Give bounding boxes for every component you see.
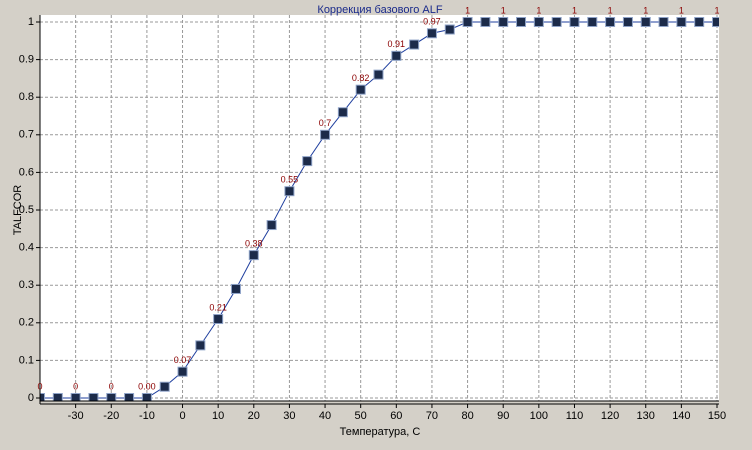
x-tick-label: 70 <box>426 410 438 422</box>
data-point <box>195 340 206 351</box>
x-tick-label: -30 <box>68 410 84 422</box>
value-label: 0.21 <box>209 302 227 312</box>
data-point <box>426 28 437 39</box>
data-point <box>337 107 348 118</box>
y-tick-label: 0.9 <box>19 54 34 66</box>
x-tick-label: 50 <box>355 410 367 422</box>
value-label: 1 <box>501 5 506 15</box>
x-tick-label: 100 <box>530 410 548 422</box>
chart-title: Коррекция базового ALF <box>317 4 442 16</box>
value-label: 1 <box>572 5 577 15</box>
data-point <box>480 17 491 27</box>
data-point <box>712 17 719 27</box>
value-label: 1 <box>714 5 719 15</box>
value-label: 1 <box>643 5 648 15</box>
data-point <box>106 393 117 401</box>
x-axis-label: Температура, C <box>340 426 421 438</box>
value-label: 0 <box>37 381 42 391</box>
data-point <box>462 17 473 27</box>
data-point <box>409 39 420 50</box>
y-tick-label: 0.4 <box>19 242 34 254</box>
data-point <box>320 129 331 140</box>
data-point <box>52 393 63 401</box>
x-tick-label: 20 <box>248 410 260 422</box>
grid <box>36 15 719 408</box>
data-point <box>284 186 295 197</box>
y-tick-label: 0.7 <box>19 129 34 141</box>
x-tick-label: 110 <box>566 410 584 422</box>
data-point <box>516 17 527 27</box>
data-point <box>70 393 81 401</box>
data-point <box>569 17 580 27</box>
data-point <box>141 393 152 401</box>
x-tick-label: 140 <box>672 410 690 422</box>
value-label: 0.7 <box>319 118 332 128</box>
data-point <box>605 17 616 27</box>
y-tick-label: 0.3 <box>19 279 34 291</box>
y-tick-label: 0.1 <box>19 354 34 366</box>
value-label: 0.82 <box>352 73 370 83</box>
value-label: 1 <box>465 5 470 15</box>
value-label: 0 <box>109 381 114 391</box>
data-point <box>88 393 99 401</box>
data-point <box>230 283 241 294</box>
y-tick-label: 0.6 <box>19 166 34 178</box>
data-point <box>124 393 135 401</box>
data-point <box>658 17 669 27</box>
data-point <box>248 250 259 261</box>
data-point <box>159 381 170 392</box>
x-tick-label: 120 <box>601 410 619 422</box>
value-label: 0.97 <box>423 17 441 27</box>
x-tick-label: 0 <box>179 410 185 422</box>
data-point <box>676 17 687 27</box>
y-axis-label: TALFCOR <box>12 185 24 236</box>
plot <box>40 17 719 401</box>
data-point <box>498 17 509 27</box>
x-tick-label: 130 <box>637 410 655 422</box>
x-tick-label: -10 <box>139 410 155 422</box>
data-point <box>622 17 633 27</box>
value-label: 0.38 <box>245 238 263 248</box>
x-tick-label: -20 <box>103 410 119 422</box>
value-label: 0.00 <box>138 381 156 391</box>
data-point <box>587 17 598 27</box>
data-point <box>694 17 705 27</box>
value-label: 0.55 <box>281 175 299 185</box>
data-point <box>444 24 455 35</box>
x-tick-label: 150 <box>708 410 726 422</box>
data-point <box>302 156 313 167</box>
value-label: 0.91 <box>388 39 406 49</box>
y-tick-label: 0.5 <box>19 204 34 216</box>
value-label: 1 <box>536 5 541 15</box>
data-point <box>391 50 402 61</box>
x-tick-label: 60 <box>390 410 402 422</box>
x-tick-label: 40 <box>319 410 331 422</box>
x-tick-label: 30 <box>283 410 295 422</box>
value-label: 1 <box>679 5 684 15</box>
y-tick-label: 0.8 <box>19 91 34 103</box>
data-point <box>355 84 366 95</box>
value-label: 0.07 <box>174 355 192 365</box>
data-point <box>640 17 651 27</box>
data-point <box>533 17 544 27</box>
value-label: 1 <box>608 5 613 15</box>
y-tick-label: 1 <box>28 16 34 28</box>
data-point <box>551 17 562 27</box>
y-tick-label: 0 <box>28 392 34 404</box>
y-tick-label: 0.2 <box>19 317 34 329</box>
x-tick-label: 90 <box>497 410 509 422</box>
x-tick-label: 10 <box>212 410 224 422</box>
value-label: 0 <box>73 381 78 391</box>
data-point <box>213 314 224 325</box>
data-point <box>373 69 384 80</box>
data-point <box>177 366 188 377</box>
data-point <box>40 393 45 401</box>
x-tick-label: 80 <box>461 410 473 422</box>
data-point <box>266 220 277 231</box>
